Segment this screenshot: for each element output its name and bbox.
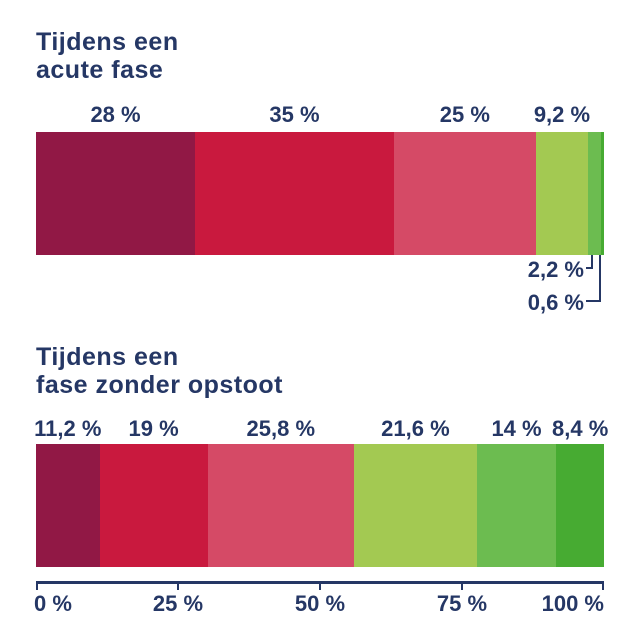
bar-segment-maroon	[36, 132, 196, 255]
segment-value-label: 14 %	[491, 416, 542, 441]
segment-value-label: 21,6 %	[381, 416, 450, 441]
x-axis: 0 % 25 % 50 % 75 % 100 %	[34, 581, 604, 616]
chart2-title: Tijdens een fase zonder opstoot	[36, 343, 284, 399]
segment-value-label: 28 %	[90, 102, 141, 127]
chart1-title: Tijdens een acute fase	[36, 28, 179, 84]
axis-tick	[177, 581, 179, 590]
chart2-stacked-bar	[36, 444, 604, 567]
chart1-callout-midgreen-label: 2,2 %	[527, 257, 584, 282]
bar-segment-yellowgreen	[354, 444, 477, 567]
axis-tick-label: 25 %	[152, 591, 204, 616]
bar-segment-rose	[207, 444, 355, 567]
axis-tick-label: 0 %	[34, 591, 72, 616]
bar-segment-midgreen	[588, 132, 601, 255]
bar-segment-maroon	[36, 444, 100, 567]
chart1-stacked-bar	[36, 132, 604, 255]
chart2-value-labels: 11,2 % 19 % 25,8 % 21,6 % 14 % 8,4 %	[34, 415, 608, 442]
axis-tick-label: 75 %	[436, 591, 488, 616]
callout-line-midgreen-vertical	[591, 255, 593, 269]
axis-tick	[461, 581, 463, 590]
axis-tick-label: 50 %	[294, 591, 346, 616]
segment-value-label: 9,2 %	[533, 102, 591, 127]
segment-value-label: 35 %	[269, 102, 320, 127]
segment-value-label: 25 %	[439, 102, 490, 127]
bar-segment-midgreen	[476, 444, 557, 567]
axis-tick	[319, 581, 321, 590]
axis-tick	[36, 581, 38, 590]
bar-segment-green	[556, 444, 604, 567]
bar-segment-rose	[393, 132, 536, 255]
bar-segment-crimson	[195, 132, 394, 255]
callout-line-green-horizontal	[586, 300, 601, 302]
callout-line-green-vertical	[599, 255, 601, 302]
segment-value-label: 19 %	[128, 416, 179, 441]
chart1-value-labels: 28 % 35 % 25 % 9,2 %	[36, 101, 604, 128]
bar-segment-green	[600, 132, 604, 255]
chart1-callout-green-label: 0,6 %	[527, 290, 584, 315]
segment-value-label: 11,2 %	[34, 416, 102, 441]
axis-tick	[602, 581, 604, 590]
bar-segment-yellowgreen	[535, 132, 589, 255]
axis-tick-label: 100 %	[541, 591, 604, 616]
segment-value-label: 25,8 %	[246, 416, 316, 441]
segment-value-label: 8,4 %	[552, 416, 609, 441]
callout-line-midgreen-horizontal	[586, 267, 593, 269]
bar-segment-crimson	[99, 444, 208, 567]
